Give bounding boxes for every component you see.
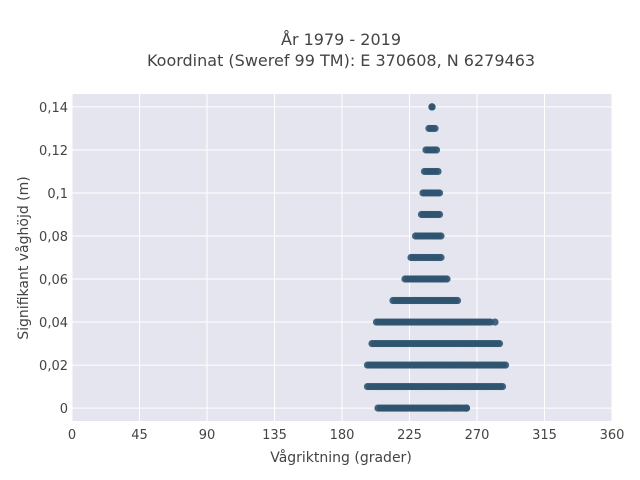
x-tick-label: 90: [199, 428, 216, 443]
data-point: [495, 339, 504, 348]
x-axis-ticks: 0 45 90 135 180 225 270 315 360: [68, 428, 625, 443]
data-point: [435, 189, 444, 197]
data-point: [491, 318, 499, 326]
y-tick-label: 0,08: [39, 230, 68, 245]
x-tick-label: 225: [397, 428, 422, 443]
x-tick-label: 315: [532, 428, 557, 443]
data-point: [434, 167, 442, 176]
y-tick-label: 0,02: [39, 359, 68, 374]
data-point: [437, 232, 445, 240]
grid: [71, 94, 613, 421]
chart-title-line1: År 1979 - 2019: [281, 30, 401, 49]
data-point: [435, 210, 444, 219]
y-axis-label: Signifikant våghöjd (m): [15, 176, 32, 339]
x-tick-label: 45: [131, 428, 148, 443]
chart-title-line2: Koordinat (Sweref 99 TM): E 370608, N 62…: [147, 51, 535, 70]
data-point: [432, 146, 441, 154]
data-point: [431, 124, 439, 133]
data-point: [462, 404, 471, 412]
data-point: [428, 103, 436, 111]
x-tick-label: 0: [68, 428, 76, 443]
data-point: [437, 253, 445, 262]
x-axis-label: Vågriktning (grader): [270, 449, 412, 466]
y-tick-label: 0,1: [47, 187, 68, 202]
data-points: [363, 103, 510, 412]
data-point: [498, 382, 507, 391]
x-tick-label: 180: [330, 428, 355, 443]
y-tick-label: 0,04: [39, 316, 68, 331]
data-point: [453, 296, 462, 305]
y-axis-ticks: 0 0,02 0,04 0,06 0,08 0,1 0,12 0,14: [39, 101, 68, 417]
data-point: [501, 361, 510, 369]
x-tick-label: 135: [262, 428, 287, 443]
y-tick-label: 0,06: [39, 273, 68, 288]
data-point: [452, 404, 460, 412]
y-tick-label: 0,12: [39, 144, 68, 159]
y-tick-label: 0,14: [39, 101, 68, 116]
y-tick-label: 0: [60, 402, 68, 417]
x-tick-label: 270: [465, 428, 490, 443]
data-point: [443, 275, 451, 283]
x-tick-label: 360: [600, 428, 625, 443]
